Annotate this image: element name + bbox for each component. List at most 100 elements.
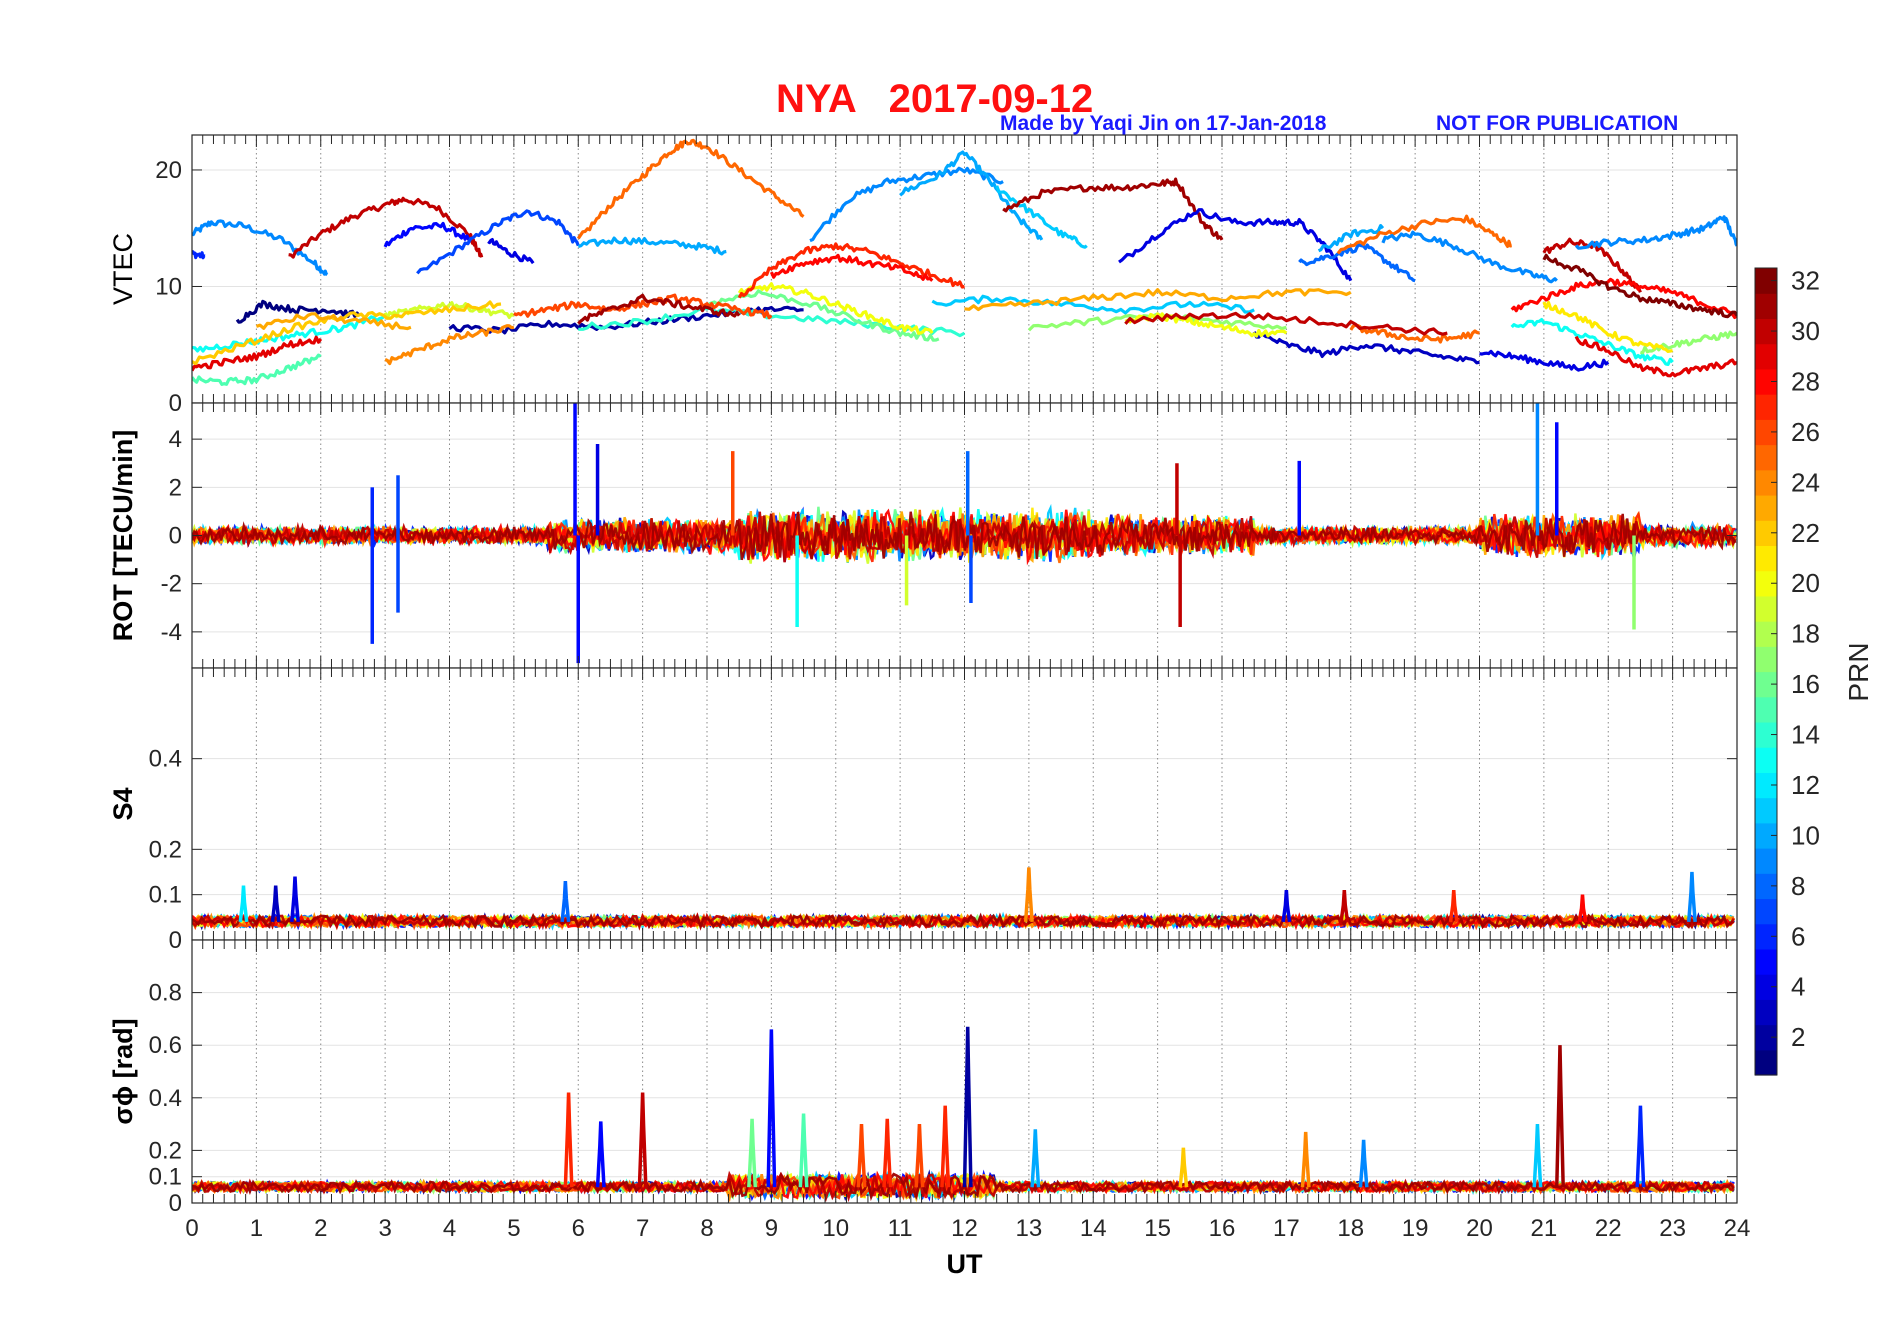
spike-prn-16 [747, 1118, 758, 1188]
y-tick-label: 0 [169, 1190, 182, 1217]
spike-prn-30 [1339, 890, 1350, 923]
colorbar-tick-label: 32 [1791, 266, 1820, 296]
x-tick-label: 10 [822, 1215, 849, 1242]
series-line-prn-28 [769, 253, 934, 282]
panel-sigma_phi-data [192, 1026, 1735, 1203]
series-line-prn-30 [288, 196, 484, 259]
series-line-prn-23 [964, 288, 1352, 312]
y-tick-label: 0.6 [149, 1032, 182, 1059]
y-tick-label: 20 [155, 157, 182, 184]
colorbar-tick-label: 12 [1791, 770, 1820, 800]
spike-prn-3 [270, 885, 281, 923]
spike-prn-15 [798, 1113, 809, 1188]
colorbar-segment [1755, 520, 1777, 547]
y-tick-label: 0.2 [149, 1137, 182, 1164]
y-tick-label: 0 [169, 390, 182, 417]
series-line-prn-9 [809, 166, 1004, 243]
spike-prn-10 [1030, 1129, 1041, 1188]
series-line-prn-32 [1542, 253, 1737, 319]
series-line-prn-26 [513, 293, 773, 320]
series-line-prn-13 [192, 314, 387, 353]
x-tick-label: 24 [1724, 1215, 1751, 1242]
series-line-prn-7 [416, 209, 580, 275]
colorbar-tick-label: 20 [1791, 568, 1820, 598]
panel-vtec-data [192, 138, 1737, 386]
series-line-prn-11 [995, 185, 1088, 249]
spike-prn-4 [1281, 890, 1292, 923]
y-tick-label: 0.4 [149, 1085, 182, 1112]
series-line-prn-21 [1542, 300, 1673, 353]
colorbar-tick-label: 24 [1791, 467, 1820, 497]
x-tick-label: 2 [314, 1215, 327, 1242]
colorbar-tick-label: 26 [1791, 417, 1820, 447]
spike-prn-27 [563, 1092, 574, 1188]
y-tick-label: -2 [161, 571, 182, 598]
spike-prn-9 [1358, 1139, 1369, 1188]
colorbar-segment [1755, 898, 1777, 925]
colorbar-segment [1755, 293, 1777, 320]
colorbar-segment [1755, 621, 1777, 647]
colorbar-tick-label: 10 [1791, 820, 1820, 850]
spike-prn-30 [637, 1092, 648, 1188]
series-line-prn-1 [235, 299, 361, 324]
spike-prn-26 [856, 1124, 867, 1188]
colorbar-segment [1755, 1024, 1777, 1051]
spike-prn-4 [290, 876, 300, 923]
noise-line-prn-31 [192, 1171, 1735, 1202]
panel-vtec-area [192, 135, 1737, 403]
colorbar-segment [1755, 343, 1777, 370]
series-line-prn-20 [737, 282, 934, 335]
colorbar-segment [1755, 469, 1777, 496]
series-line-prn-4 [1479, 349, 1610, 372]
colorbar-segment [1755, 646, 1777, 673]
y-axis-label-sigma_phi: σϕ [rad] [108, 1018, 138, 1124]
colorbar-segment [1755, 999, 1777, 1026]
colorbar-segment [1755, 494, 1777, 521]
colorbar-tick-label: 14 [1791, 720, 1820, 750]
series-line-prn-16 [706, 289, 940, 342]
series-line-prn-4 [1118, 208, 1353, 282]
panel-rot-data [192, 403, 1737, 664]
x-tick-label: 22 [1595, 1215, 1622, 1242]
colorbar-tick-label: 22 [1791, 518, 1820, 548]
series-line-prn-10 [899, 150, 1044, 241]
y-axis-label-s4: S4 [108, 787, 138, 820]
series-line-prn-5 [383, 221, 471, 248]
colorbar-segment [1755, 923, 1777, 950]
noise-line-prn-31 [192, 511, 1737, 561]
colorbar-segment [1755, 570, 1777, 597]
panel-s4: 0 0.1 0.2 0.4 S4 [108, 667, 1738, 954]
y-tick-label: 0.2 [149, 836, 182, 863]
colorbar-label: PRN [1843, 642, 1874, 701]
colorbar-segment [1755, 822, 1777, 849]
colorbar-segment [1755, 595, 1777, 622]
colorbar-tick-label: 2 [1791, 1022, 1805, 1052]
x-tick-label: 1 [250, 1215, 263, 1242]
x-tick-label: 11 [888, 1215, 913, 1242]
series-line-prn-27 [737, 242, 965, 299]
x-tick-label: 21 [1531, 1215, 1558, 1242]
y-tick-label: 0.4 [149, 746, 182, 773]
colorbar-tick-label: 6 [1791, 921, 1805, 951]
x-tick-label: 5 [507, 1215, 520, 1242]
series-line-prn-4 [487, 238, 535, 265]
spike-prn-27 [882, 1118, 893, 1188]
series-line-prn-30 [1124, 311, 1448, 336]
y-tick-label: 2 [169, 474, 182, 501]
panel-sigma_phi: 00.10.2 0.4 0.6 0.8 σϕ [rad] [108, 939, 1738, 1217]
x-tick-label: 4 [443, 1215, 456, 1242]
spike-prn-8 [560, 880, 571, 923]
panel-s4-data [192, 867, 1735, 931]
colorbar-segment [1755, 696, 1777, 723]
colorbar-segment [1755, 444, 1777, 471]
x-axis-label: UT [947, 1249, 983, 1279]
x-tick-label: 16 [1209, 1215, 1236, 1242]
series-line-prn-29 [1574, 335, 1737, 378]
series-line-prn-10 [1317, 224, 1385, 253]
x-tick-label: 8 [700, 1215, 713, 1242]
series-line-prn-31 [577, 293, 741, 325]
series-line-prn-9 [1574, 215, 1737, 250]
x-tick-label: 15 [1144, 1215, 1171, 1242]
spike-prn-28 [1577, 894, 1588, 923]
